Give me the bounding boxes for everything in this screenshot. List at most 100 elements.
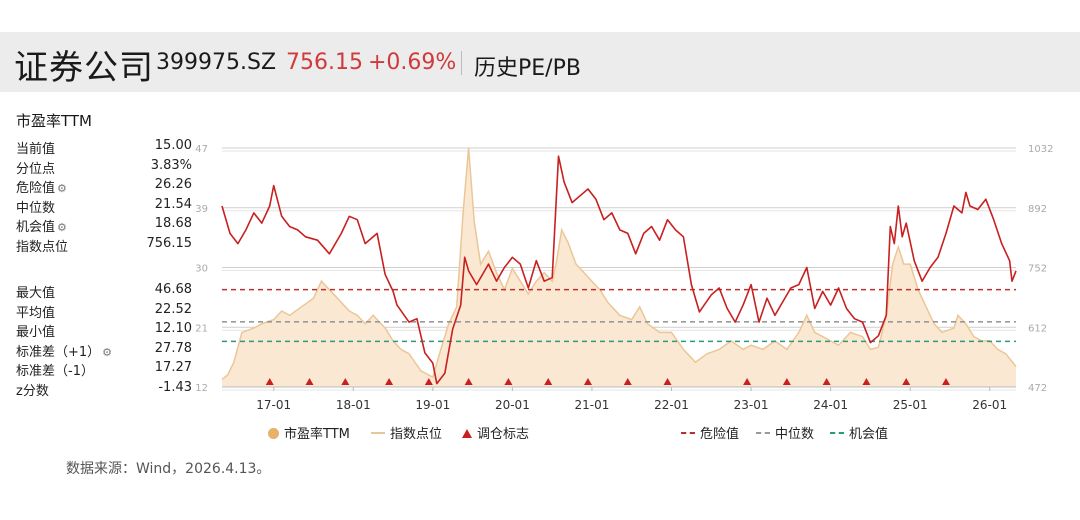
stat-value: 46.68 (154, 282, 192, 297)
index-area-fill (222, 148, 1016, 387)
rebalance-marker (424, 378, 433, 385)
stat-value: 756.15 (146, 235, 193, 251)
stat-value: 15.00 (154, 138, 192, 153)
x-tick-label: 17-01 (256, 398, 291, 412)
x-tick-label: 18-01 (336, 398, 371, 412)
y-right-tick-label: 612 (1028, 323, 1047, 334)
gear-icon[interactable]: ⚙ (102, 345, 113, 359)
pe-chart: 12 21 30 39 47 472 612 752 892 1032 17-01 18-01 19-0… (195, 144, 1053, 412)
tab-history-pe-pb[interactable]: 历史PE/PB (474, 56, 581, 81)
legend-pe-label: 市盈率TTM (284, 427, 350, 442)
stat-row: 机会值 ⚙ 18.68 (16, 216, 192, 236)
stat-row: 平均值 22.52 (16, 302, 192, 322)
pe-line (221, 155, 1017, 385)
rebalance-marker (544, 378, 553, 385)
legend-rebalance-label: 调仓标志 (477, 427, 530, 442)
stat-value: 12.10 (154, 321, 192, 336)
y-left-tick-label: 30 (195, 264, 208, 275)
legend-danger[interactable]: 危险值 (681, 423, 739, 442)
legend-median-label: 中位数 (775, 427, 815, 442)
legend-pe[interactable]: 市盈率TTM (268, 423, 350, 442)
stat-label: 最大值 (16, 286, 56, 301)
y-left-tick-label: 21 (195, 323, 208, 334)
index-code: 399975.SZ (156, 50, 277, 75)
rebalance-marker (265, 378, 274, 385)
stat-label: 最小值 (16, 325, 56, 340)
x-tick-label: 21-01 (575, 398, 610, 412)
stat-value: 18.68 (154, 216, 192, 231)
section-title: 市盈率TTM (16, 112, 93, 130)
stat-label: 分位点 (16, 161, 56, 177)
stat-value: 21.54 (154, 196, 192, 212)
legend-index-line-icon (371, 432, 385, 434)
legend-opportunity[interactable]: 机会值 (830, 423, 888, 442)
rebalance-marker (902, 378, 911, 385)
rebalance-markers (265, 378, 950, 385)
legend-danger-label: 危险值 (700, 427, 740, 442)
x-tick-label: 25-01 (893, 398, 928, 412)
stat-label: 机会值 ⚙ (16, 220, 67, 235)
rebalance-marker (822, 378, 831, 385)
stat-label: 平均值 (16, 305, 56, 321)
legend-danger-dash-icon (681, 432, 695, 434)
rebalance-marker (504, 378, 513, 385)
y-right-tick-label: 1032 (1028, 144, 1053, 155)
rebalance-marker (663, 378, 672, 385)
stat-label: 危险值 ⚙ (16, 181, 67, 196)
stat-row: 指数点位 756.15 (16, 236, 192, 256)
rebalance-marker (583, 378, 592, 385)
stat-value: 22.52 (154, 301, 192, 317)
stat-row: 标准差（+1） ⚙ 27.78 (16, 341, 192, 361)
stat-label: 中位数 (16, 200, 56, 216)
stat-row: 最小值 12.10 (16, 321, 192, 341)
x-tick-label: 24-01 (813, 398, 848, 412)
rebalance-marker (385, 378, 394, 385)
legend-index-label: 指数点位 (390, 427, 443, 442)
title-bar (0, 32, 1080, 92)
rebalance-marker (623, 378, 632, 385)
legend-opp-label: 机会值 (849, 427, 889, 442)
header-divider (461, 51, 462, 75)
legend-median[interactable]: 中位数 (756, 423, 814, 442)
x-tick-label: 20-01 (495, 398, 530, 412)
stat-label: 当前值 (16, 142, 56, 157)
y-left-tick-label: 12 (195, 383, 208, 394)
y-right-tick-label: 752 (1028, 264, 1047, 275)
rebalance-marker (341, 378, 350, 385)
y-left-tick-label: 47 (195, 144, 208, 155)
legend-index[interactable]: 指数点位 (371, 423, 442, 442)
stat-row: 危险值 ⚙ 26.26 (16, 177, 192, 197)
stat-value: 17.27 (154, 360, 192, 375)
rebalance-marker (464, 378, 473, 385)
y-right-tick-label: 472 (1028, 383, 1047, 394)
stat-label: 标准差（+1） ⚙ (16, 344, 113, 360)
stat-value: -1.43 (158, 379, 192, 395)
legend-median-dash-icon (756, 432, 770, 434)
stat-row: 当前值 15.00 (16, 138, 192, 158)
legend-pe-dot-icon (268, 428, 279, 439)
stat-row: 中位数 21.54 (16, 197, 192, 217)
gear-icon[interactable]: ⚙ (57, 221, 67, 234)
stat-row: 标准差（-1） 17.27 (16, 360, 192, 380)
chart-axes: 12 21 30 39 47 472 612 752 892 1032 17-01 18-01 19-0… (195, 144, 1053, 412)
gear-icon[interactable]: ⚙ (57, 182, 67, 195)
y-left-tick-label: 39 (195, 204, 208, 215)
stat-row: 分位点 3.83% (16, 158, 192, 178)
stat-row: 最大值 46.68 (16, 282, 192, 302)
rebalance-marker (941, 378, 950, 385)
stat-label: 指数点位 (16, 239, 69, 255)
index-price: 756.15 (286, 50, 363, 75)
stat-value: 3.83% (150, 157, 192, 173)
stat-value: 27.78 (154, 340, 192, 356)
rebalance-marker (782, 378, 791, 385)
stat-label: z分数 (16, 383, 49, 399)
rebalance-marker (743, 378, 752, 385)
index-change: +0.69% (368, 50, 457, 75)
stat-value: 26.26 (154, 177, 192, 192)
legend-opp-dash-icon (830, 432, 844, 434)
legend-rebalance[interactable]: 调仓标志 (462, 423, 529, 442)
stat-row: z分数 -1.43 (16, 380, 192, 400)
x-tick-label: 26-01 (972, 398, 1007, 412)
data-source-note: 数据来源：Wind，2026.4.13。 (66, 461, 271, 477)
index-name: 证券公司 (14, 48, 154, 88)
